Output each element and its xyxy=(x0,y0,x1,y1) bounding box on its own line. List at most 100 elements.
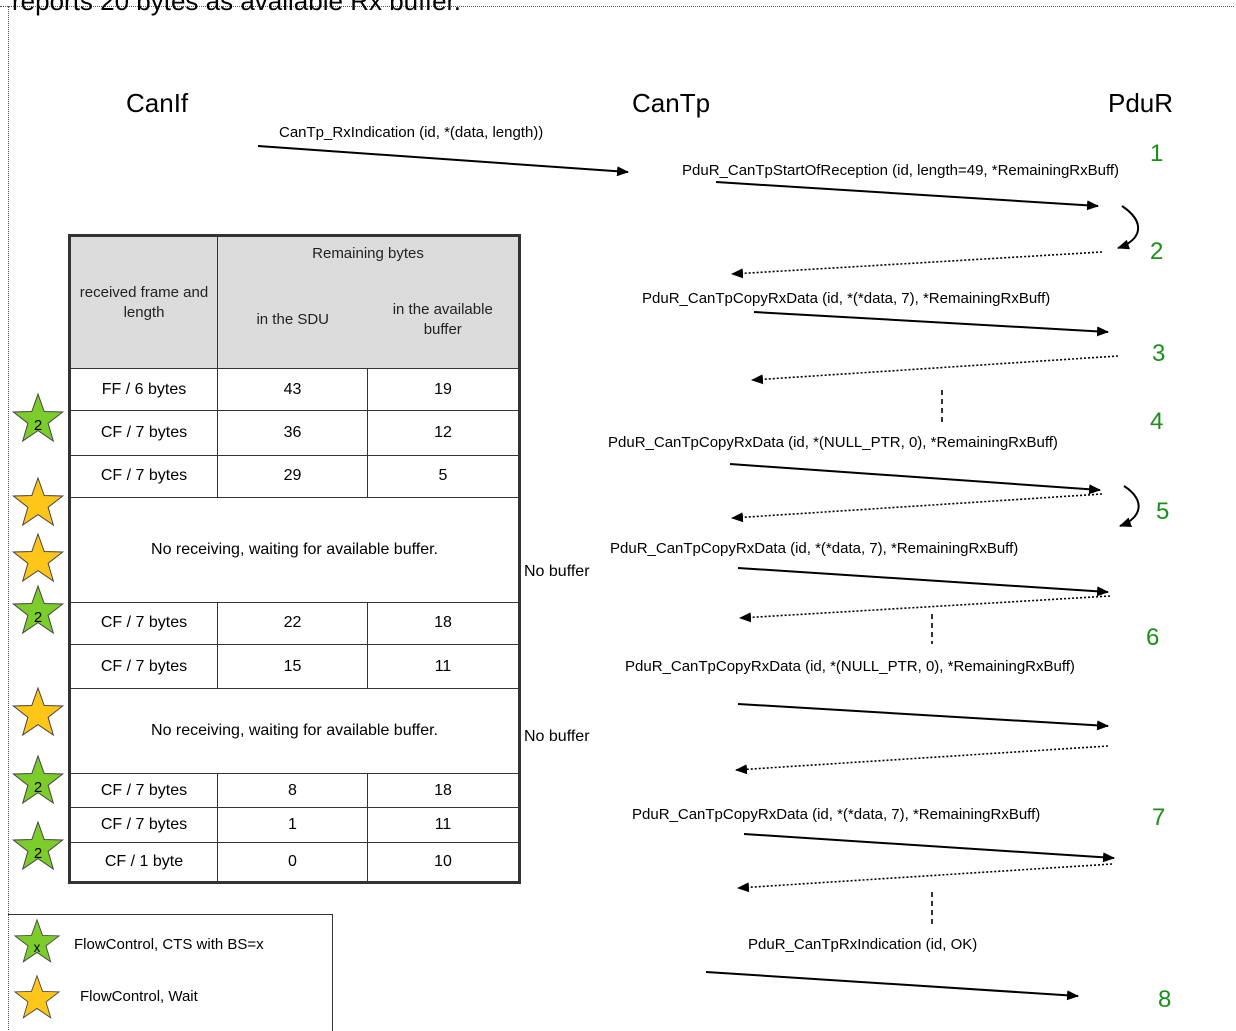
actor-pdur: PduR xyxy=(1108,88,1174,118)
star-shape xyxy=(11,532,65,583)
frame-cell: CF / 7 bytes xyxy=(69,807,218,843)
frame-cell: CF / 1 byte xyxy=(69,841,218,884)
star-icon: 2 xyxy=(11,820,65,871)
star-icon xyxy=(11,476,65,527)
no-buffer-label-1: No buffer xyxy=(524,563,590,580)
frame-cell: CF / 7 bytes xyxy=(69,773,218,809)
no-buffer-label-2: No buffer xyxy=(524,728,590,745)
wait-cell: No receiving, waiting for available buff… xyxy=(68,688,521,775)
step-number-3: 3 xyxy=(1152,340,1166,367)
return-arrow-4 xyxy=(739,595,1111,623)
legend-wait-star-shape xyxy=(13,974,61,1019)
remaining-bytes-table: received frame and length Remaining byte… xyxy=(68,234,522,884)
frame-cell: CF / 7 bytes xyxy=(69,410,218,456)
legend-box xyxy=(8,914,333,1031)
table-row: CF / 7 bytes 36 12 xyxy=(69,410,521,456)
sdu-cell: 29 xyxy=(217,454,368,498)
label-copy-3: PduR_CanTpCopyRxData (id, *(*data, 7), *… xyxy=(632,806,1041,823)
sdu-cell: 22 xyxy=(217,601,368,646)
label-rx-indication: CanTp_RxIndication (id, *(data, length)) xyxy=(279,124,544,141)
return-arrow-5 xyxy=(735,745,1109,775)
label-pdur-rx-indication: PduR_CanTpRxIndication (id, OK) xyxy=(748,936,978,953)
star-shape xyxy=(11,476,65,527)
arrow-rx-indication xyxy=(257,145,629,177)
label-copy-null-1: PduR_CanTpCopyRxData (id, *(NULL_PTR, 0)… xyxy=(608,434,1058,451)
legend-cts-star-shape xyxy=(13,918,61,963)
return-arrow-2 xyxy=(751,355,1119,385)
sdu-cell: 8 xyxy=(217,773,368,809)
arrow-copy-3 xyxy=(743,833,1115,863)
table-row: FF / 6 bytes 43 19 xyxy=(69,367,521,412)
table-row: CF / 7 bytes 22 18 xyxy=(69,601,521,646)
arrow-copy-null-2 xyxy=(737,703,1109,731)
buffer-cell: 10 xyxy=(366,841,521,884)
table-row: CF / 7 bytes 8 18 xyxy=(69,773,521,809)
star-label: 2 xyxy=(34,779,42,796)
header-in-buffer: in the available buffer xyxy=(367,271,521,369)
frame-top-border xyxy=(0,6,1234,7)
actor-cantp: CanTp xyxy=(632,88,711,118)
sdu-cell: 1 xyxy=(217,807,368,843)
buffer-cell: 18 xyxy=(366,601,521,646)
step-number-2: 2 xyxy=(1150,238,1164,265)
table-row: CF / 7 bytes 1 11 xyxy=(69,807,521,843)
frame-cell: CF / 7 bytes xyxy=(69,601,218,646)
buffer-cell: 19 xyxy=(366,367,521,412)
star-icon xyxy=(11,686,65,737)
frame-left-border xyxy=(8,6,9,1030)
table-wait-row: No receiving, waiting for available buff… xyxy=(68,688,521,775)
step-number-7: 7 xyxy=(1152,804,1166,831)
star-shape xyxy=(11,820,65,871)
frame-cell: FF / 6 bytes xyxy=(69,367,218,412)
header-in-sdu: in the SDU xyxy=(217,271,368,369)
step-number-1: 1 xyxy=(1150,140,1164,167)
sdu-cell: 15 xyxy=(217,644,368,690)
legend-cts-star-icon: x xyxy=(13,918,61,963)
legend-wait-label: FlowControl, Wait xyxy=(80,988,198,1005)
arrow-copy-2 xyxy=(737,567,1109,597)
label-copy-null-2: PduR_CanTpCopyRxData (id, *(NULL_PTR, 0)… xyxy=(625,658,1075,675)
star-label: 2 xyxy=(34,417,42,434)
buffer-cell: 5 xyxy=(366,454,521,498)
star-icon: 2 xyxy=(11,754,65,805)
return-arrow-6 xyxy=(737,863,1113,893)
sdu-cell: 36 xyxy=(217,410,368,456)
label-start-of-reception: PduR_CanTpStartOfReception (id, length=4… xyxy=(682,162,1120,179)
star-shape xyxy=(11,686,65,737)
actor-canif: CanIf xyxy=(126,88,189,118)
arrow-pdur-rx-indication xyxy=(705,971,1079,1001)
star-shape xyxy=(11,754,65,805)
wait-cell: No receiving, waiting for available buff… xyxy=(68,496,521,603)
return-arrow-3 xyxy=(731,493,1103,523)
arrow-copy-null-1 xyxy=(729,463,1101,495)
header-remaining-bytes: Remaining bytes xyxy=(216,234,521,272)
self-call-arrow-5 xyxy=(1119,485,1140,527)
star-icon: 2 xyxy=(11,584,65,635)
step-number-5: 5 xyxy=(1156,498,1170,525)
legend-cts-label: FlowControl, CTS with BS=x xyxy=(74,936,264,953)
table-row: CF / 7 bytes 15 11 xyxy=(69,644,521,690)
star-shape xyxy=(11,584,65,635)
table-header-row: received frame and length Remaining byte… xyxy=(69,234,521,369)
frame-cell: CF / 7 bytes xyxy=(69,454,218,498)
frame-cell: CF / 7 bytes xyxy=(69,644,218,690)
table-wait-row: No receiving, waiting for available buff… xyxy=(68,496,521,603)
star-icon: 2 xyxy=(11,392,65,443)
sdu-cell: 0 xyxy=(217,841,368,884)
step-number-6: 6 xyxy=(1146,624,1160,651)
star-icon xyxy=(11,532,65,583)
return-arrow-1 xyxy=(731,251,1103,279)
sdu-cell: 43 xyxy=(217,367,368,412)
table-row: CF / 1 byte 0 10 xyxy=(69,841,521,884)
star-label: 2 xyxy=(34,609,42,626)
step-number-8: 8 xyxy=(1158,986,1172,1013)
legend-wait-star-icon xyxy=(13,974,61,1019)
buffer-cell: 12 xyxy=(366,410,521,456)
table-row: CF / 7 bytes 29 5 xyxy=(69,454,521,498)
star-label: 2 xyxy=(34,845,42,862)
buffer-cell: 11 xyxy=(366,644,521,690)
label-copy-1: PduR_CanTpCopyRxData (id, *(*data, 7), *… xyxy=(642,290,1051,307)
step-number-4: 4 xyxy=(1150,408,1164,435)
label-copy-2: PduR_CanTpCopyRxData (id, *(*data, 7), *… xyxy=(610,540,1019,557)
